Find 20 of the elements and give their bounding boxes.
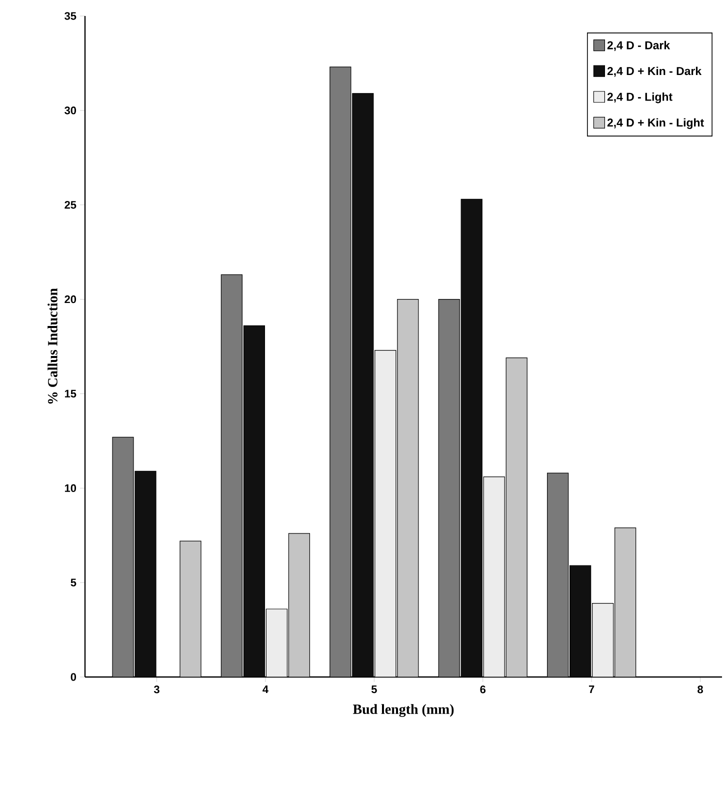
y-tick-label: 20: [64, 295, 76, 304]
y-tick-label: 5: [70, 578, 76, 586]
legend-label: 2,4 D + Kin - Dark: [607, 66, 702, 77]
y-tick-label: 10: [64, 484, 76, 492]
legend-label: 2,4 D - Light: [607, 92, 672, 104]
y-tick-label: 15: [64, 390, 76, 398]
x-tick-label: 8: [698, 686, 703, 694]
legend-label: 2,4 D + Kin - Light: [607, 118, 704, 129]
x-tick-label: 4: [262, 686, 268, 694]
y-tick-label: 25: [64, 200, 76, 209]
x-axis-title: Bud length (mm): [352, 704, 454, 717]
x-tick-label: 7: [588, 686, 594, 694]
y-tick-label: 0: [70, 673, 76, 681]
y-axis-title: % Callus Induction: [48, 288, 58, 404]
y-tick-label: 30: [64, 106, 76, 114]
x-tick-label: 6: [480, 686, 486, 694]
y-tick-label: 35: [64, 12, 76, 20]
x-tick-label: 5: [371, 686, 377, 694]
legend-label: 2,4 D - Dark: [607, 40, 670, 51]
x-tick-label: 3: [154, 686, 160, 694]
